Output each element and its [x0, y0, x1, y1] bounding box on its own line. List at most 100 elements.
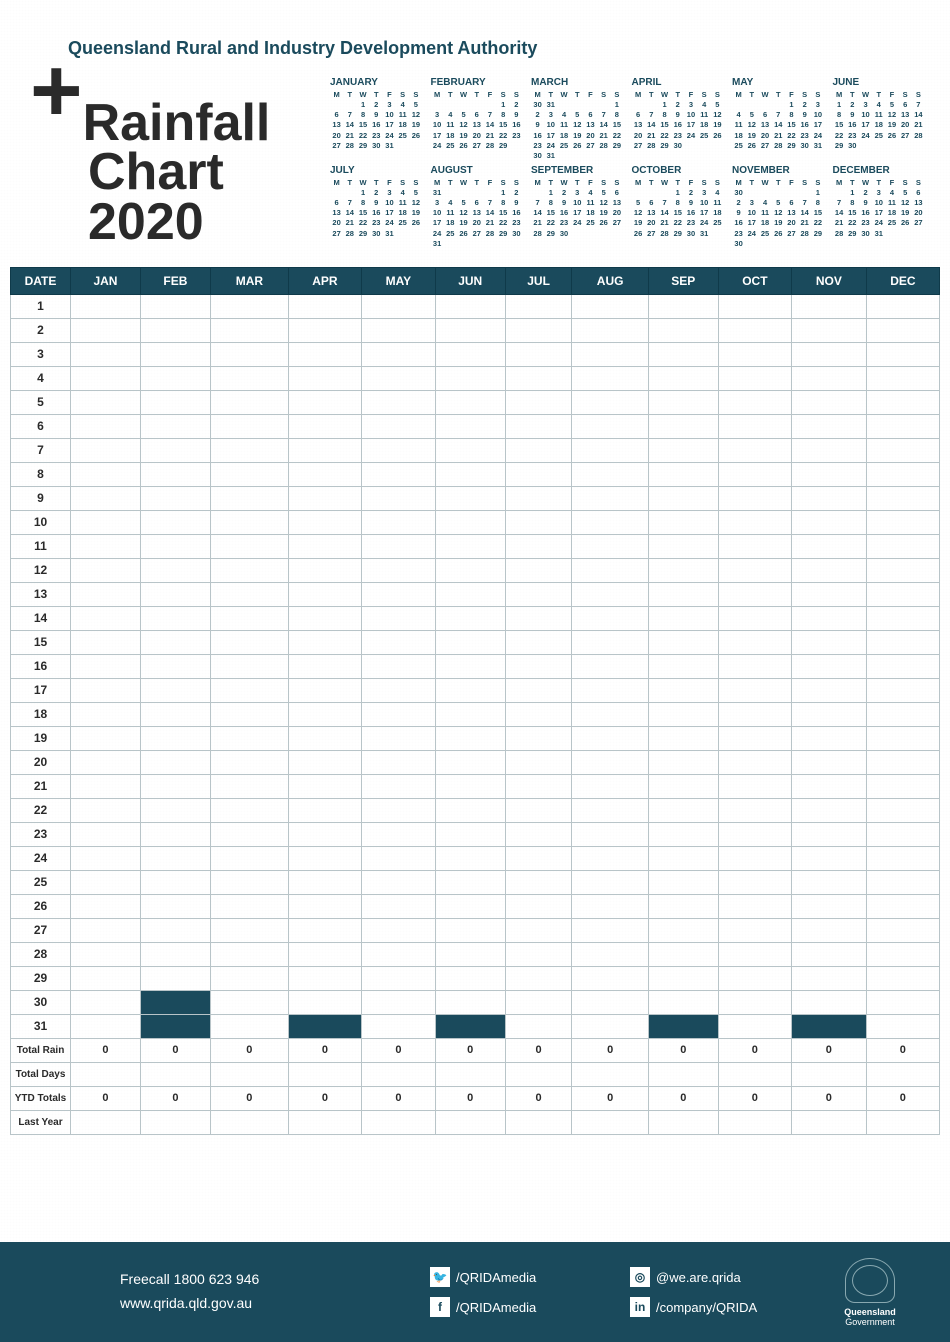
- rainfall-cell[interactable]: [140, 438, 210, 462]
- rainfall-cell[interactable]: [71, 414, 141, 438]
- rainfall-cell[interactable]: [210, 654, 288, 678]
- rainfall-cell[interactable]: [362, 942, 436, 966]
- rainfall-cell[interactable]: [140, 942, 210, 966]
- rainfall-cell[interactable]: [791, 726, 866, 750]
- rainfall-cell[interactable]: [362, 822, 436, 846]
- rainfall-cell[interactable]: [505, 414, 572, 438]
- rainfall-cell[interactable]: [505, 726, 572, 750]
- rainfall-cell[interactable]: [362, 438, 436, 462]
- rainfall-cell[interactable]: [572, 774, 648, 798]
- rainfall-cell[interactable]: [866, 558, 939, 582]
- rainfall-cell[interactable]: [718, 726, 791, 750]
- rainfall-cell[interactable]: [435, 558, 505, 582]
- rainfall-cell[interactable]: [288, 822, 361, 846]
- rainfall-cell[interactable]: [71, 990, 141, 1014]
- rainfall-cell[interactable]: [648, 558, 718, 582]
- rainfall-cell[interactable]: [866, 918, 939, 942]
- rainfall-cell[interactable]: [71, 918, 141, 942]
- rainfall-cell[interactable]: [718, 918, 791, 942]
- rainfall-cell[interactable]: [71, 654, 141, 678]
- rainfall-cell[interactable]: [435, 966, 505, 990]
- rainfall-cell[interactable]: [435, 342, 505, 366]
- rainfall-cell[interactable]: [362, 654, 436, 678]
- rainfall-cell[interactable]: [505, 486, 572, 510]
- rainfall-cell[interactable]: [791, 846, 866, 870]
- rainfall-cell[interactable]: [288, 942, 361, 966]
- rainfall-cell[interactable]: [140, 774, 210, 798]
- rainfall-cell[interactable]: [288, 654, 361, 678]
- rainfall-cell[interactable]: [210, 918, 288, 942]
- rainfall-cell[interactable]: [71, 894, 141, 918]
- rainfall-cell[interactable]: [140, 582, 210, 606]
- rainfall-cell[interactable]: [866, 942, 939, 966]
- rainfall-cell[interactable]: [435, 846, 505, 870]
- rainfall-cell[interactable]: [572, 990, 648, 1014]
- rainfall-cell[interactable]: [718, 990, 791, 1014]
- rainfall-cell[interactable]: [140, 966, 210, 990]
- rainfall-cell[interactable]: [435, 726, 505, 750]
- rainfall-cell[interactable]: [718, 414, 791, 438]
- rainfall-cell[interactable]: [505, 366, 572, 390]
- rainfall-cell[interactable]: [718, 558, 791, 582]
- rainfall-cell[interactable]: [435, 630, 505, 654]
- rainfall-cell[interactable]: [648, 366, 718, 390]
- rainfall-cell[interactable]: [648, 342, 718, 366]
- rainfall-cell[interactable]: [791, 558, 866, 582]
- rainfall-cell[interactable]: [210, 702, 288, 726]
- rainfall-cell[interactable]: [718, 462, 791, 486]
- rainfall-cell[interactable]: [572, 438, 648, 462]
- rainfall-cell[interactable]: [362, 1014, 436, 1038]
- rainfall-cell[interactable]: [572, 630, 648, 654]
- rainfall-cell[interactable]: [791, 510, 866, 534]
- rainfall-cell[interactable]: [648, 774, 718, 798]
- rainfall-cell[interactable]: [505, 702, 572, 726]
- rainfall-cell[interactable]: [648, 870, 718, 894]
- rainfall-cell[interactable]: [718, 966, 791, 990]
- rainfall-cell[interactable]: [435, 366, 505, 390]
- rainfall-cell[interactable]: [288, 630, 361, 654]
- rainfall-cell[interactable]: [648, 942, 718, 966]
- rainfall-cell[interactable]: [572, 486, 648, 510]
- rainfall-cell[interactable]: [718, 870, 791, 894]
- rainfall-cell[interactable]: [572, 750, 648, 774]
- rainfall-cell[interactable]: [71, 630, 141, 654]
- rainfall-cell[interactable]: [435, 678, 505, 702]
- rainfall-cell[interactable]: [648, 918, 718, 942]
- rainfall-cell[interactable]: [866, 510, 939, 534]
- rainfall-cell[interactable]: [572, 846, 648, 870]
- rainfall-cell[interactable]: [288, 582, 361, 606]
- rainfall-cell[interactable]: [791, 318, 866, 342]
- rainfall-cell[interactable]: [435, 294, 505, 318]
- rainfall-cell[interactable]: [718, 294, 791, 318]
- rainfall-cell[interactable]: [866, 438, 939, 462]
- rainfall-cell[interactable]: [71, 342, 141, 366]
- rainfall-cell[interactable]: [648, 678, 718, 702]
- rainfall-cell[interactable]: [362, 726, 436, 750]
- rainfall-cell[interactable]: [791, 486, 866, 510]
- rainfall-cell[interactable]: [71, 606, 141, 630]
- rainfall-cell[interactable]: [140, 510, 210, 534]
- rainfall-cell[interactable]: [362, 678, 436, 702]
- rainfall-cell[interactable]: [210, 486, 288, 510]
- rainfall-cell[interactable]: [718, 702, 791, 726]
- rainfall-cell[interactable]: [288, 750, 361, 774]
- rainfall-cell[interactable]: [71, 366, 141, 390]
- rainfall-cell[interactable]: [866, 702, 939, 726]
- rainfall-cell[interactable]: [572, 366, 648, 390]
- rainfall-cell[interactable]: [210, 342, 288, 366]
- rainfall-cell[interactable]: [288, 558, 361, 582]
- rainfall-cell[interactable]: [718, 510, 791, 534]
- rainfall-cell[interactable]: [210, 798, 288, 822]
- social-twitter[interactable]: 🐦/QRIDAmedia: [430, 1267, 620, 1287]
- rainfall-cell[interactable]: [866, 318, 939, 342]
- rainfall-cell[interactable]: [505, 294, 572, 318]
- rainfall-cell[interactable]: [648, 510, 718, 534]
- rainfall-cell[interactable]: [362, 798, 436, 822]
- rainfall-cell[interactable]: [288, 390, 361, 414]
- rainfall-cell[interactable]: [71, 318, 141, 342]
- rainfall-cell[interactable]: [572, 654, 648, 678]
- rainfall-cell[interactable]: [435, 438, 505, 462]
- rainfall-cell[interactable]: [505, 990, 572, 1014]
- rainfall-cell[interactable]: [648, 438, 718, 462]
- rainfall-cell[interactable]: [210, 870, 288, 894]
